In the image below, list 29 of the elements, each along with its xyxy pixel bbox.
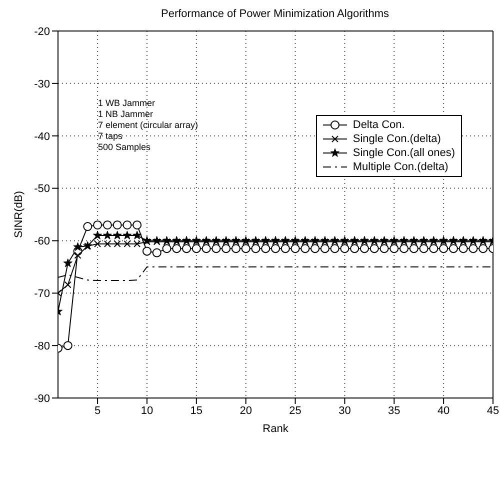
legend-label: Delta Con. — [352, 118, 405, 132]
x-tick-label: 20 — [240, 404, 252, 417]
chart-title: Performance of Power Minimization Algorithms — [160, 8, 390, 20]
annotation: 7 element (circular array) — [98, 120, 198, 131]
legend-label: Multiple Con.(delta) — [352, 160, 448, 174]
y-tick-label: -70 — [34, 288, 50, 300]
y-tick-label: -20 — [34, 26, 50, 38]
x-tick-label: 45 — [486, 404, 500, 417]
x-tick-label: 15 — [190, 404, 203, 417]
annotation: 1 WB Jammer — [98, 98, 156, 109]
y-axis-title: SINR(dB) — [12, 190, 25, 238]
x-tick-label: 10 — [140, 404, 154, 417]
x-tick-label: 25 — [289, 404, 302, 417]
x-axis-title: Rank — [262, 423, 289, 435]
x-tick-label: 30 — [338, 404, 351, 417]
annotation: 7 taps — [98, 131, 124, 142]
y-tick-label: -40 — [34, 130, 50, 143]
y-tick-label: -50 — [34, 183, 50, 196]
x-tick-label: 35 — [388, 404, 400, 417]
y-tick-label: -30 — [34, 78, 50, 90]
x-tick-label: 40 — [437, 404, 450, 417]
y-tick-label: -80 — [34, 340, 50, 352]
annotation: 500 Samples — [98, 142, 152, 153]
legend-label: Single Con.(all ones) — [352, 146, 455, 160]
x-tick-label: 5 — [94, 404, 101, 417]
legend-label: Single Con.(delta) — [352, 132, 441, 146]
y-tick-label: -90 — [34, 392, 50, 405]
y-tick-label: -60 — [34, 236, 50, 248]
annotation: 1 NB Jammer — [98, 109, 154, 120]
